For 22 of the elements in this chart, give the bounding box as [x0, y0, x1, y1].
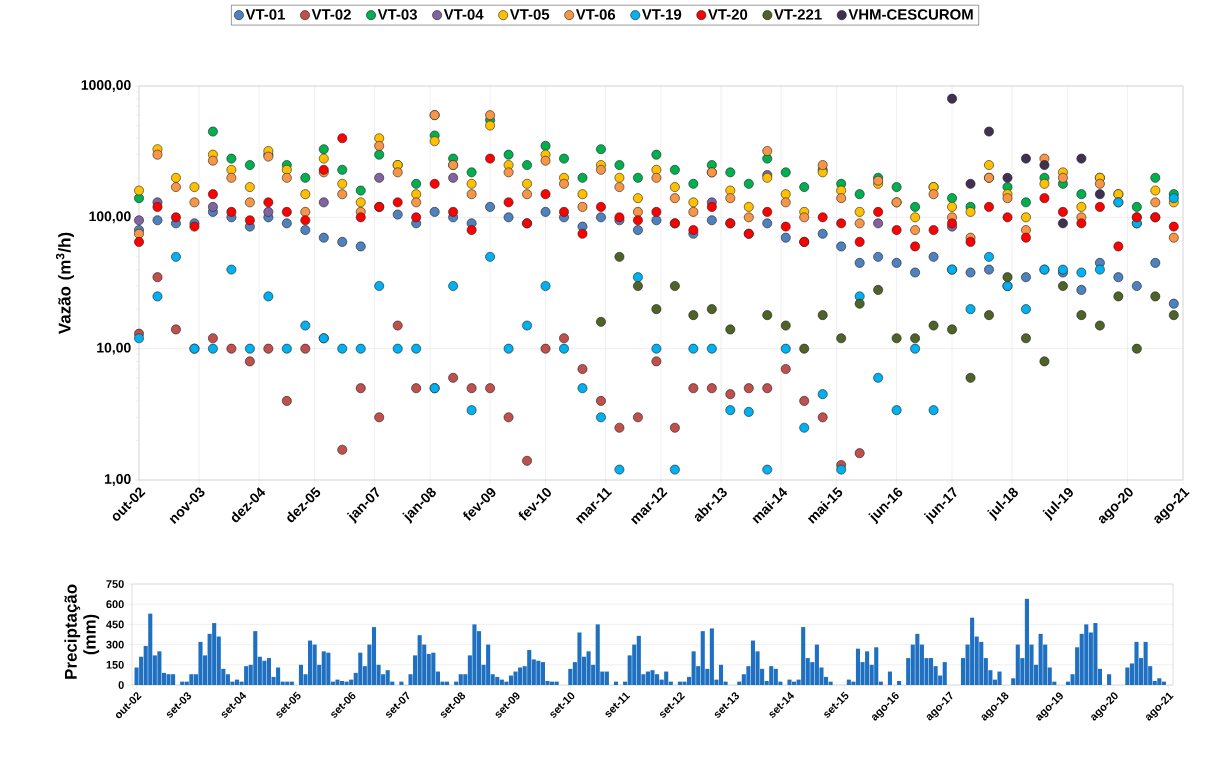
y-tick-label: 600 — [106, 600, 124, 609]
legend-label: VT-221 — [774, 9, 822, 20]
y-tick-label: 300 — [106, 640, 124, 649]
y-tick-label: 100,00 — [89, 211, 131, 224]
legend-label: VT-06 — [575, 9, 616, 20]
legend-label: VT-02 — [311, 9, 351, 20]
y-tick-label: 750 — [106, 580, 124, 588]
y-tick-label: 10,00 — [97, 342, 131, 355]
legend-label: VT-19 — [641, 9, 682, 20]
y-tick-label: 450 — [106, 620, 124, 629]
y-tick-label: 1000,00 — [81, 80, 131, 92]
legend-label: VT-04 — [443, 9, 484, 20]
y-tick-label: 150 — [106, 660, 124, 669]
legend-label: VT-01 — [245, 9, 285, 20]
y-tick-label: 1,00 — [104, 474, 131, 486]
y-axis-title: Vazão (m$^{3}$/h) — [55, 232, 74, 334]
legend-label: VT-20 — [708, 9, 748, 20]
y-axis-title: Preciptação (mm) — [64, 584, 100, 679]
legend-label: VT-05 — [509, 9, 550, 20]
y-tick-label: 0 — [118, 681, 124, 689]
legend-label: VHM-CESCUROM — [848, 9, 973, 20]
legend-label: VT-03 — [377, 9, 417, 20]
